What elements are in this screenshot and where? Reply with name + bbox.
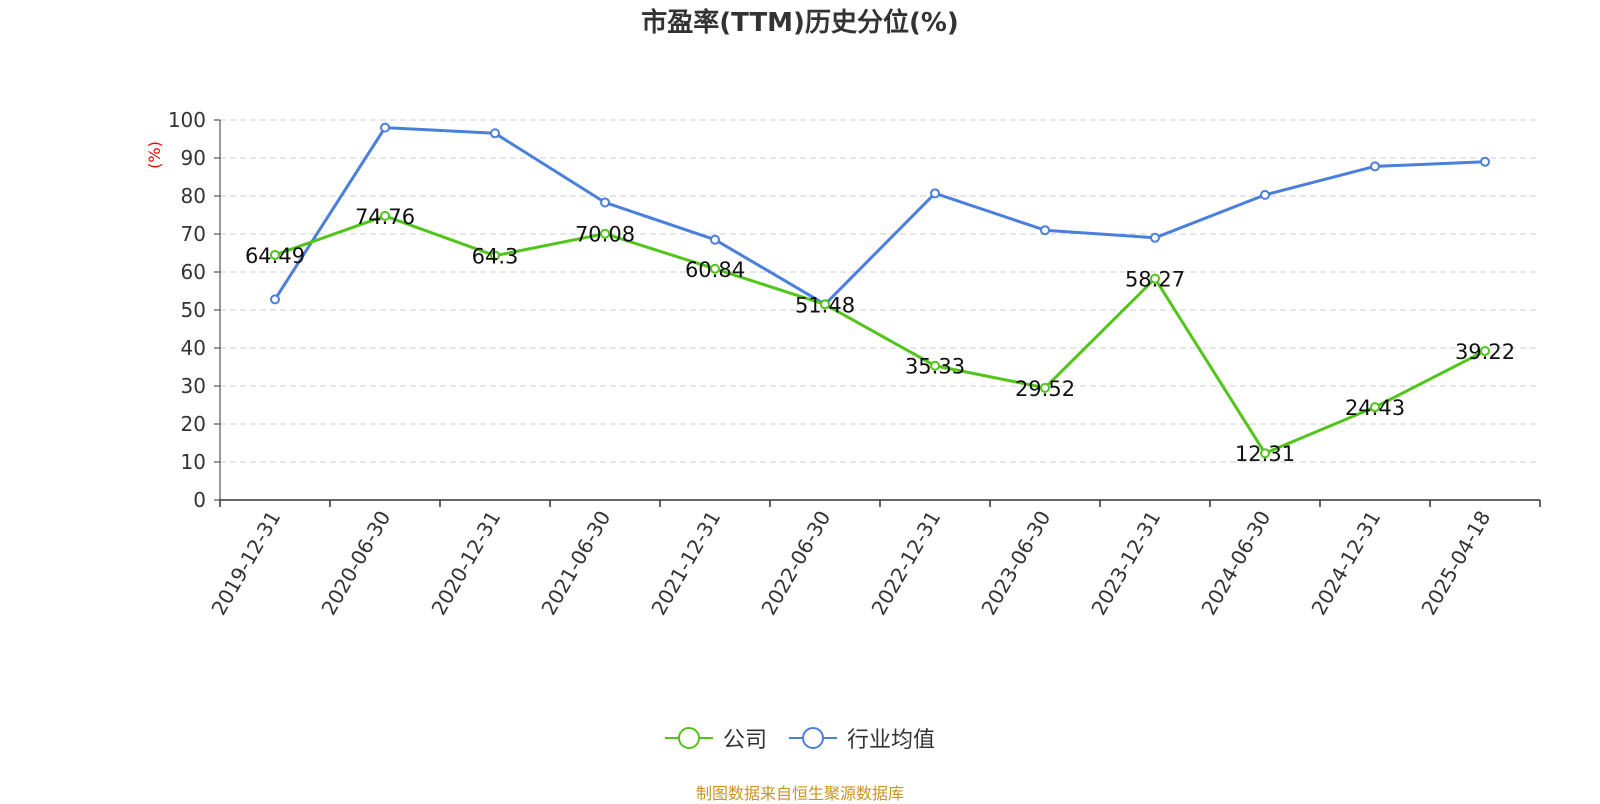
company-series-line bbox=[274, 214, 1486, 455]
company-data-label: 74.76 bbox=[355, 205, 415, 229]
industry-average-data-point[interactable] bbox=[710, 234, 720, 245]
industry-average-data-point[interactable] bbox=[1040, 225, 1050, 236]
chart-title: 市盈率(TTM)历史分位(%) bbox=[641, 8, 959, 38]
x-tick-label: 2023-12-31 bbox=[1086, 507, 1165, 620]
y-tick-label: 70 bbox=[181, 222, 206, 246]
legend-label-industry-average: 行业均值 bbox=[847, 728, 936, 753]
company-data-label: 35.33 bbox=[905, 355, 965, 379]
industry-average-data-point[interactable] bbox=[490, 128, 500, 139]
company-data-point[interactable] bbox=[380, 210, 390, 221]
company-data-point[interactable] bbox=[710, 263, 720, 274]
company-data-point[interactable] bbox=[1150, 273, 1160, 284]
y-axis-label: (%) bbox=[145, 141, 164, 169]
legend: 公司 行业均值 bbox=[0, 722, 1600, 754]
industry-average-data-point[interactable] bbox=[1370, 161, 1380, 172]
x-tick-label: 2019-12-31 bbox=[206, 507, 285, 620]
x-tick-label: 2022-06-30 bbox=[756, 507, 835, 620]
company-data-label: 24.43 bbox=[1345, 396, 1405, 420]
y-tick-label: 40 bbox=[181, 336, 206, 360]
y-tick-label: 100 bbox=[168, 108, 206, 132]
x-tick-label: 2023-06-30 bbox=[976, 507, 1055, 620]
industry-average-data-point[interactable] bbox=[1150, 232, 1160, 243]
y-tick-label: 50 bbox=[181, 298, 206, 322]
company-data-point[interactable] bbox=[1370, 402, 1380, 413]
y-tick-label: 0 bbox=[193, 488, 206, 512]
company-data-label: 39.22 bbox=[1455, 340, 1515, 364]
y-tick-label: 20 bbox=[181, 412, 206, 436]
y-axis: 0 10 20 30 40 50 60 70 80 90 100 bbox=[168, 108, 221, 512]
company-data-point[interactable] bbox=[1480, 345, 1490, 356]
industry-average-data-point[interactable] bbox=[380, 122, 390, 133]
y-tick-label: 10 bbox=[181, 450, 206, 474]
industry-average-data-point[interactable] bbox=[1260, 189, 1270, 200]
company-data-label: 51.48 bbox=[795, 293, 855, 317]
legend-item-company[interactable]: 公司 bbox=[664, 722, 767, 754]
company-data-label: 12.31 bbox=[1235, 442, 1295, 466]
x-tick-label: 2021-12-31 bbox=[646, 507, 725, 620]
legend-line-circle-icon bbox=[789, 727, 837, 749]
y-tick-label: 30 bbox=[181, 374, 206, 398]
x-tick-label: 2024-06-30 bbox=[1196, 507, 1275, 620]
x-axis: 2019-12-31 2020-06-30 2020-12-31 2021-06-30… bbox=[206, 499, 1541, 620]
legend-label-company: 公司 bbox=[722, 728, 767, 753]
industry-average-data-point[interactable] bbox=[600, 197, 610, 208]
company-data-label: 58.27 bbox=[1125, 268, 1185, 292]
industry-average-data-point[interactable] bbox=[930, 188, 940, 199]
company-data-label: 70.08 bbox=[575, 223, 635, 247]
data-source-note: 制图数据来自恒生聚源数据库 bbox=[695, 784, 904, 803]
y-tick-label: 60 bbox=[181, 260, 206, 284]
company-data-point[interactable] bbox=[820, 299, 830, 310]
x-tick-label: 2021-06-30 bbox=[536, 507, 615, 620]
legend-line-circle-icon bbox=[664, 727, 713, 749]
company-data-label: 64.49 bbox=[245, 244, 305, 268]
company-data-point[interactable] bbox=[1040, 382, 1050, 393]
company-data-point[interactable] bbox=[600, 228, 610, 239]
company-data-label: 64.3 bbox=[472, 245, 519, 269]
series-layer bbox=[270, 122, 1490, 459]
y-tick-label: 90 bbox=[181, 146, 206, 170]
industry-average-series-line bbox=[273, 126, 1486, 306]
industry-average-data-point[interactable] bbox=[270, 294, 280, 305]
company-data-label: 60.84 bbox=[685, 258, 745, 282]
x-tick-label: 2020-06-30 bbox=[316, 507, 395, 620]
company-data-point[interactable] bbox=[930, 360, 940, 371]
x-tick-label: 2024-12-31 bbox=[1306, 507, 1385, 620]
company-data-point[interactable] bbox=[1260, 448, 1270, 459]
company-data-point[interactable] bbox=[490, 250, 500, 261]
x-tick-label: 2022-12-31 bbox=[866, 507, 945, 620]
grid-lines bbox=[220, 119, 1540, 463]
x-tick-label: 2020-12-31 bbox=[426, 507, 505, 620]
company-data-label: 29.52 bbox=[1015, 377, 1075, 401]
y-tick-label: 80 bbox=[181, 184, 206, 208]
company-data-point[interactable] bbox=[270, 249, 280, 260]
legend-item-industry-average[interactable]: 行业均值 bbox=[789, 722, 935, 754]
data-labels: 64.49 74.76 64.3 70.08 60.84 51.48 35.33 29.52 5… bbox=[245, 205, 1515, 466]
industry-average-data-point[interactable] bbox=[1480, 156, 1490, 167]
x-tick-label: 2025-04-18 bbox=[1416, 507, 1495, 620]
